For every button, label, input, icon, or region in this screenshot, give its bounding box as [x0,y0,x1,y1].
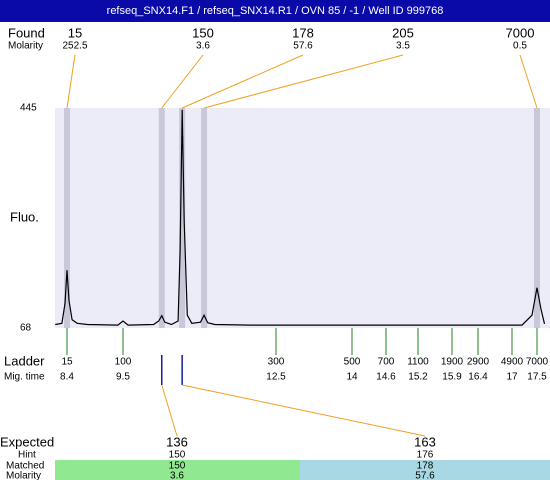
expected-connector [161,384,178,437]
found-molarity: 252.5 [62,41,87,52]
ladder-size: 500 [344,357,361,368]
peak-connector [519,54,538,109]
plot-area [55,108,550,328]
ladder-size: 15 [61,357,73,368]
found-size: 178 [292,25,314,40]
peak-band [158,108,165,328]
ladder-mig-time: 15.9 [442,372,462,383]
found-molarity: 57.6 [293,41,313,52]
ladder-size: 1100 [407,357,429,368]
ladder-size: 1900 [441,357,464,368]
matched-molarity: 3.6 [170,471,184,480]
found-size: 205 [392,25,414,40]
ladder-mig-time: 15.2 [408,372,428,383]
found-size: 15 [68,25,82,40]
matched-cell [55,460,300,480]
expected-label: Expected [0,434,54,449]
ladder-size: 300 [268,357,285,368]
ladder-mig-time: 14.6 [376,372,396,383]
expected-connector [182,384,426,437]
matched-size: 150 [169,461,186,472]
ladder-size: 2900 [467,357,490,368]
matched-label: Matched [6,461,44,472]
ladder-mig-time: 17 [506,372,518,383]
found-label: Found [8,25,45,40]
expected-size: 136 [166,434,188,449]
ladder-mig-time: 16.4 [468,372,488,383]
y-label: Fluo. [10,209,39,224]
found-molarity: 3.6 [196,41,210,52]
expected-size: 163 [414,434,436,449]
trace [55,109,546,326]
matched-molarity: 57.6 [415,471,435,480]
y-tick-label: 445 [20,103,37,114]
ladder-size: 100 [115,357,132,368]
found-molarity: 0.5 [513,41,527,52]
found-molarity-label: Molarity [8,41,43,52]
peak-connector [66,54,76,109]
ladder-mig-time: 12.5 [266,372,286,383]
mig-time-label: Mig. time [4,372,45,383]
peak-band [534,108,540,328]
ladder-mig-time: 17.5 [527,372,547,383]
ladder-mig-time: 14 [346,372,358,383]
found-size: 7000 [506,25,535,40]
ladder-mig-time: 8.4 [60,372,74,383]
title-bar [0,0,550,22]
hint-label: Hint [18,450,36,461]
molarity-label: Molarity [6,471,41,480]
hint-size: 150 [169,450,186,461]
ladder-size: 700 [378,357,395,368]
peak-band [179,108,186,328]
y-tick-label: 68 [20,323,32,334]
peak-connector [161,54,204,109]
ladder-label: Ladder [4,353,45,368]
ladder-mig-time: 9.5 [116,372,130,383]
matched-size: 178 [417,461,434,472]
ladder-size: 7000 [526,357,549,368]
peak-band [64,108,70,328]
found-molarity: 3.5 [396,41,410,52]
found-size: 150 [192,25,214,40]
peak-connector [181,54,304,109]
matched-cell [300,460,550,480]
peak-band [201,108,208,328]
hint-size: 176 [417,450,434,461]
peak-connector [203,54,404,109]
title: refseq_SNX14.F1 / refseq_SNX14.R1 / OVN … [107,5,444,17]
ladder-size: 4900 [501,357,524,368]
